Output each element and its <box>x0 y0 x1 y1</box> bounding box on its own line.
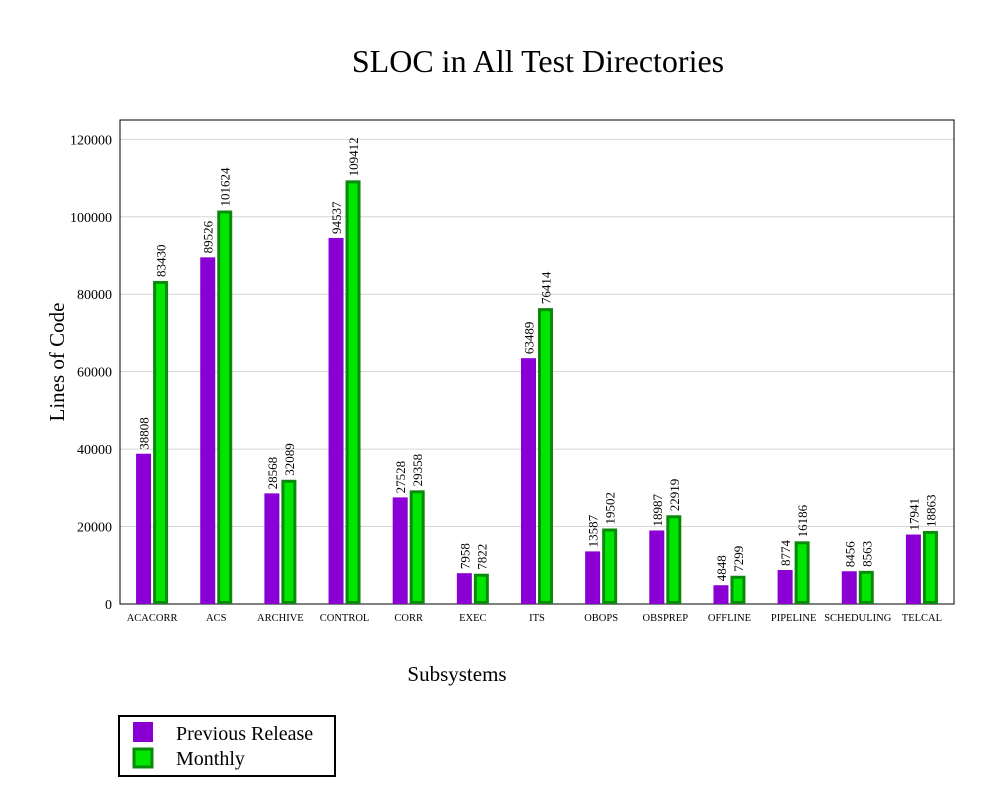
x-tick-label: CONTROL <box>320 613 370 624</box>
y-tick-label: 120000 <box>70 133 112 148</box>
data-label: 76414 <box>539 271 554 304</box>
data-label: 17941 <box>906 498 921 531</box>
y-tick-label: 100000 <box>70 211 112 226</box>
bar-obsprep-monthly <box>666 515 682 604</box>
bar-corr-previous-release <box>392 497 408 605</box>
data-label: 4848 <box>714 555 729 581</box>
x-tick-label: TELCAL <box>902 613 942 624</box>
bar-scheduling-previous-release <box>841 571 857 604</box>
data-label: 7958 <box>457 543 472 569</box>
data-label: 101624 <box>218 167 233 207</box>
data-label: 22919 <box>667 479 682 512</box>
bar-pipeline-monthly <box>794 541 810 605</box>
x-axis-categories: ACACORR ACS ARCHIVE CONTROL CORR EXEC ITS OBOPS… <box>127 613 942 624</box>
bar-exec-previous-release <box>456 573 472 605</box>
x-tick-label: OBSPREP <box>643 613 689 624</box>
data-label: 94537 <box>329 201 344 234</box>
bar-telcal-previous-release <box>905 534 921 605</box>
data-label: 16186 <box>795 504 810 537</box>
data-label: 18863 <box>923 494 938 527</box>
bar-control-monthly <box>345 180 361 604</box>
data-label: 18987 <box>650 493 665 526</box>
x-tick-label: OBOPS <box>584 613 618 624</box>
bar-control-previous-release <box>328 237 344 605</box>
plot-frame <box>119 119 955 605</box>
y-tick-label: 80000 <box>77 288 112 303</box>
data-label: 38808 <box>137 417 152 450</box>
x-tick-label: PIPELINE <box>771 613 817 624</box>
data-label: 8563 <box>859 541 874 567</box>
bar-offline-monthly <box>730 575 746 605</box>
x-tick-label: SCHEDULING <box>824 613 891 624</box>
bar-acs-previous-release <box>200 257 216 604</box>
bar-archive-previous-release <box>264 493 280 604</box>
legend-frame <box>118 715 336 777</box>
x-tick-label: ACACORR <box>127 613 178 624</box>
data-label: 19502 <box>603 492 618 525</box>
bar-acacorr-monthly <box>153 280 169 604</box>
y-tick-label: 0 <box>105 598 112 613</box>
chart-title: SLOC in All Test Directories <box>352 43 724 79</box>
data-label: 7822 <box>474 544 489 570</box>
bar-scheduling-monthly <box>858 570 874 604</box>
data-label: 27528 <box>393 461 408 494</box>
data-label: 89526 <box>201 220 216 253</box>
data-label: 29358 <box>410 454 425 487</box>
y-tick-label: 60000 <box>77 366 112 381</box>
x-tick-label: ITS <box>529 613 545 624</box>
y-tick-label: 40000 <box>77 443 112 458</box>
legend-swatch-monthly <box>132 747 154 769</box>
bar-exec-monthly <box>473 573 489 604</box>
bar-its-monthly <box>538 308 553 604</box>
data-label: 8774 <box>778 540 793 567</box>
data-label: 63489 <box>522 322 537 355</box>
bar-telcal-monthly <box>922 530 938 604</box>
x-tick-label: ACS <box>206 613 227 624</box>
data-label: 109412 <box>346 137 361 176</box>
data-label: 7299 <box>731 546 746 572</box>
gridlines <box>120 138 954 528</box>
bars <box>136 180 938 605</box>
data-label: 83430 <box>154 244 169 277</box>
x-axis-title: Subsystems <box>407 662 506 686</box>
y-axis-ticks: 0 20000 40000 60000 80000 100000 120000 <box>70 133 112 613</box>
bar-obsprep-previous-release <box>649 530 665 605</box>
x-tick-label: CORR <box>394 613 423 624</box>
bar-acacorr-previous-release <box>136 453 152 604</box>
data-label: 8456 <box>842 541 857 568</box>
bar-corr-monthly <box>409 490 425 605</box>
bar-obops-monthly <box>602 528 618 605</box>
x-tick-label: EXEC <box>459 613 486 624</box>
data-label: 32089 <box>282 443 297 476</box>
x-tick-label: ARCHIVE <box>257 613 304 624</box>
legend-label-previous-release: Previous Release <box>176 723 313 745</box>
bar-acs-monthly <box>217 210 233 604</box>
bar-obops-previous-release <box>585 551 601 604</box>
legend: Previous Release Monthly <box>118 715 336 777</box>
y-axis-title: Lines of Code <box>45 303 69 422</box>
bar-offline-previous-release <box>713 585 729 604</box>
legend-label-monthly: Monthly <box>176 748 245 770</box>
bar-its-previous-release <box>521 358 536 604</box>
x-tick-label: OFFLINE <box>708 613 751 624</box>
bar-archive-monthly <box>281 479 297 605</box>
bar-pipeline-previous-release <box>777 570 793 605</box>
data-label: 13587 <box>586 514 601 547</box>
legend-swatch-previous-release <box>133 722 153 742</box>
y-tick-label: 20000 <box>77 521 112 536</box>
data-label: 28568 <box>265 457 280 490</box>
